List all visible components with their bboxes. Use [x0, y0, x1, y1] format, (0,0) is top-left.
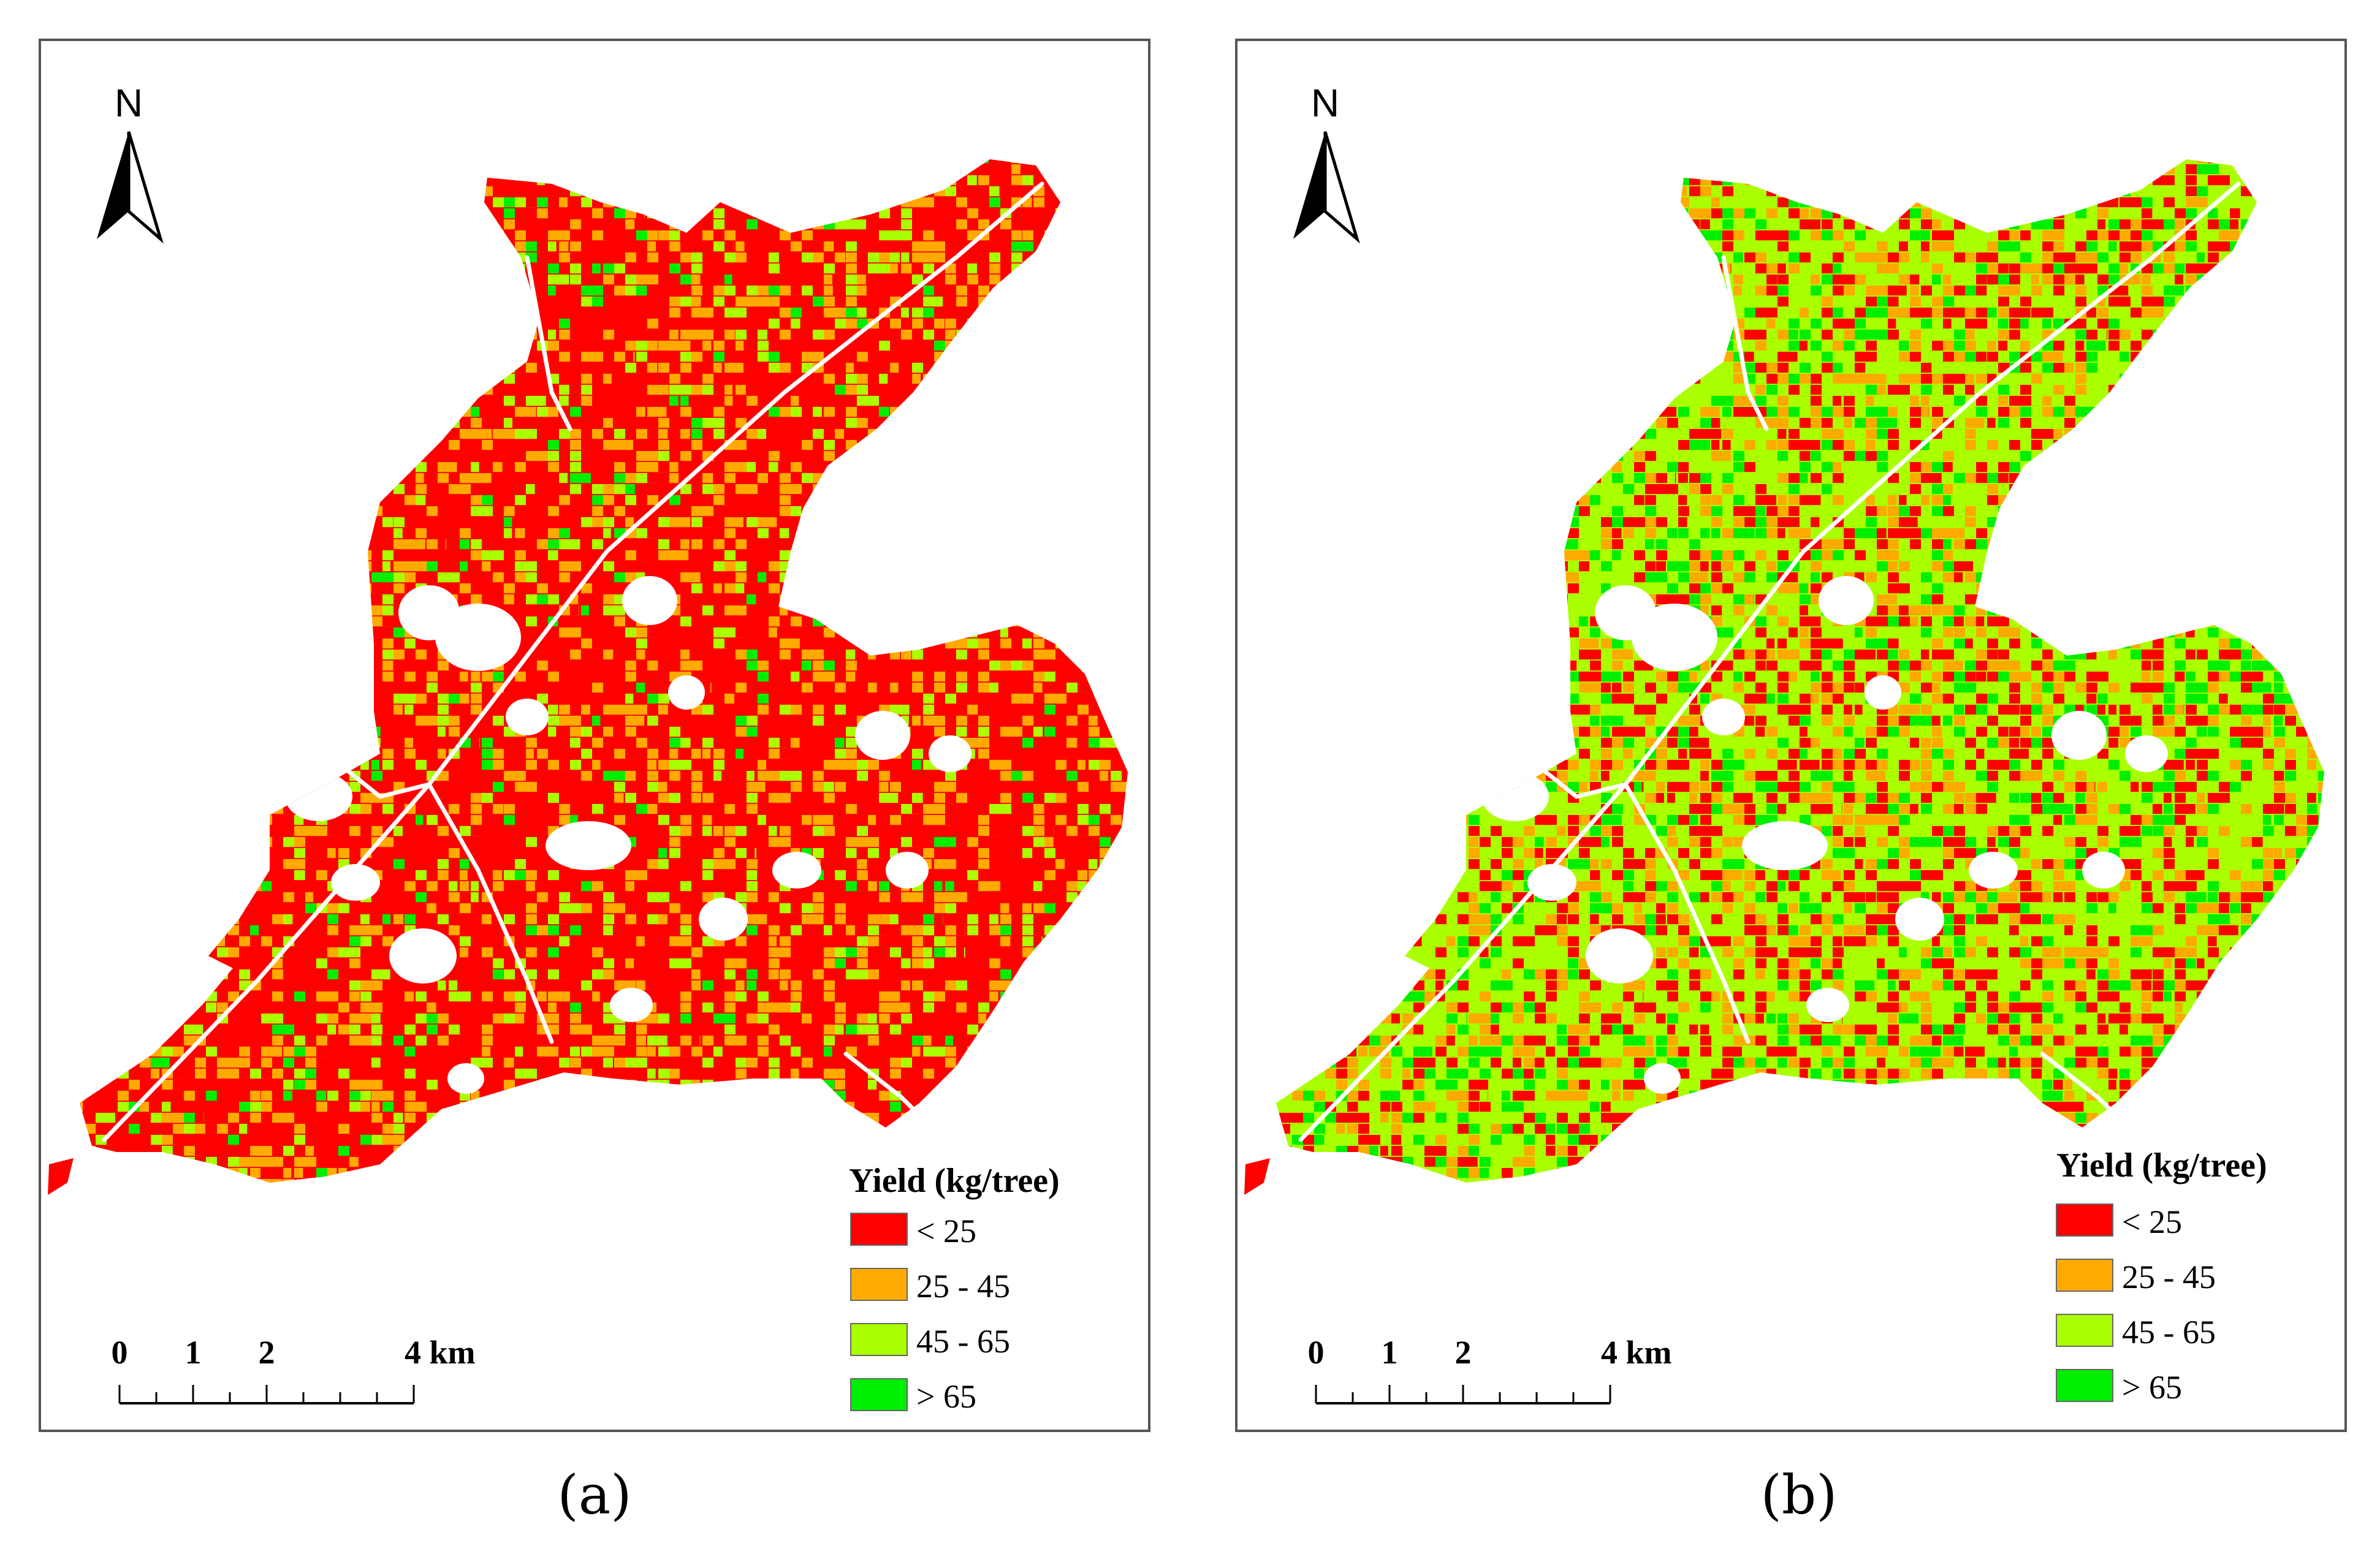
non-orchard-void — [610, 988, 653, 1022]
non-orchard-void — [1742, 821, 1828, 870]
legend-item-a-3: > 65 — [850, 1378, 976, 1415]
non-orchard-void — [622, 576, 677, 625]
legend-item-b-1: 25 - 45 — [2056, 1259, 2216, 1295]
non-orchard-void — [1895, 898, 1944, 941]
road — [1623, 782, 1751, 1044]
road — [1721, 255, 1769, 431]
road — [843, 1052, 934, 1130]
scale-label-2: 2 — [259, 1334, 275, 1371]
legend-swatch — [2056, 1259, 2113, 1292]
scale-ticks-b — [1315, 1385, 1611, 1404]
non-orchard-void — [1819, 576, 1874, 625]
legend-title-a: Yield (kg/tree) — [849, 1162, 1060, 1200]
north-arrow-a: N — [97, 81, 164, 244]
non-orchard-void — [1702, 699, 1745, 735]
non-orchard-void — [668, 675, 705, 710]
scale-label-0: 0 — [1308, 1334, 1325, 1371]
road — [525, 255, 572, 431]
non-orchard-void — [886, 852, 929, 889]
road — [427, 782, 554, 1044]
legend-label: < 25 — [916, 1213, 976, 1249]
legend-label: > 65 — [916, 1378, 976, 1415]
map-panel-a: N 0 1 2 4 km Yield (kg/tree) < 25 25 - 4… — [39, 39, 1150, 1526]
legend-swatch — [850, 1323, 908, 1356]
scale-label-1: 1 — [1382, 1334, 1398, 1371]
legend-swatch — [850, 1378, 908, 1411]
map-fragment — [48, 1158, 74, 1195]
legend-label: 25 - 45 — [2122, 1259, 2216, 1295]
non-orchard-void — [1865, 675, 1901, 710]
road — [1298, 181, 2241, 1142]
legend-swatch — [2056, 1314, 2113, 1347]
north-arrow-icon — [1293, 131, 1360, 244]
north-label-b: N — [1311, 81, 1339, 125]
legend-label: 45 - 65 — [2122, 1314, 2216, 1351]
legend-item-a-0: < 25 — [850, 1213, 976, 1249]
non-orchard-void — [389, 928, 457, 984]
road — [102, 181, 1044, 1142]
scale-bar-a: 0 1 2 4 km — [112, 1334, 476, 1404]
legend-item-a-1: 25 - 45 — [850, 1268, 1010, 1305]
legend-a: Yield (kg/tree) < 25 25 - 45 45 - 65 > 6… — [849, 1162, 1060, 1415]
non-orchard-void — [331, 864, 380, 901]
road — [316, 745, 432, 799]
legend-item-b-0: < 25 — [2056, 1203, 2182, 1240]
non-orchard-void — [398, 585, 460, 640]
legend-label: < 25 — [2122, 1203, 2182, 1240]
north-arrow-b: N — [1293, 81, 1360, 244]
legend-label: 45 - 65 — [916, 1323, 1010, 1360]
map-fragment — [1244, 1158, 1270, 1195]
legend-item-b-2: 45 - 65 — [2056, 1314, 2216, 1351]
map-panel-b: N 0 1 2 4 km Yield (kg/tree) < 25 25 - 4… — [1235, 39, 2347, 1526]
legend-swatch — [850, 1268, 908, 1301]
non-orchard-void — [1586, 928, 1653, 984]
scale-bar-b: 0 1 2 4 km — [1308, 1334, 1672, 1404]
non-orchard-void — [546, 821, 631, 870]
road-network-b — [1244, 181, 2241, 1195]
non-orchard-void — [1806, 988, 1849, 1022]
legend-item-b-3: > 65 — [2056, 1369, 2182, 1406]
legend-item-a-2: 45 - 65 — [850, 1323, 1010, 1360]
north-arrow-icon — [97, 131, 164, 244]
non-orchard-void — [1969, 852, 2018, 889]
non-orchard-void — [2125, 735, 2168, 772]
scale-label-0: 0 — [112, 1334, 128, 1371]
north-label-a: N — [115, 81, 143, 125]
non-orchard-void — [2051, 711, 2107, 760]
non-orchard-void — [699, 898, 748, 941]
non-orchard-void — [1644, 1063, 1681, 1094]
road-network-a — [48, 181, 1044, 1195]
non-orchard-void — [1527, 864, 1576, 901]
scale-label-1: 1 — [185, 1334, 202, 1371]
scale-ticks-a — [118, 1385, 415, 1404]
legend-title-b: Yield (kg/tree) — [2056, 1147, 2267, 1184]
non-orchard-void — [929, 735, 971, 772]
panel-caption-a: (a) — [557, 1463, 631, 1526]
legend-label: 25 - 45 — [916, 1268, 1010, 1305]
legend-swatch — [850, 1213, 908, 1246]
legend-swatch — [2056, 1369, 2113, 1402]
non-orchard-void — [1595, 585, 1656, 640]
scale-label-4km: 4 km — [405, 1334, 476, 1371]
non-orchard-void — [447, 1063, 484, 1094]
non-orchard-void — [855, 711, 910, 760]
road — [2040, 1052, 2131, 1130]
non-orchard-void — [506, 699, 549, 735]
road — [1513, 745, 1628, 799]
panel-caption-b: (b) — [1761, 1463, 1838, 1526]
legend-swatch — [2056, 1203, 2113, 1237]
non-orchard-void — [2082, 852, 2125, 889]
scale-label-4km: 4 km — [1601, 1334, 1672, 1371]
legend-label: > 65 — [2122, 1369, 2182, 1406]
non-orchard-void — [772, 852, 821, 889]
scale-label-2: 2 — [1455, 1334, 1472, 1371]
legend-b: Yield (kg/tree) < 25 25 - 45 45 - 65 > 6… — [2056, 1147, 2267, 1406]
